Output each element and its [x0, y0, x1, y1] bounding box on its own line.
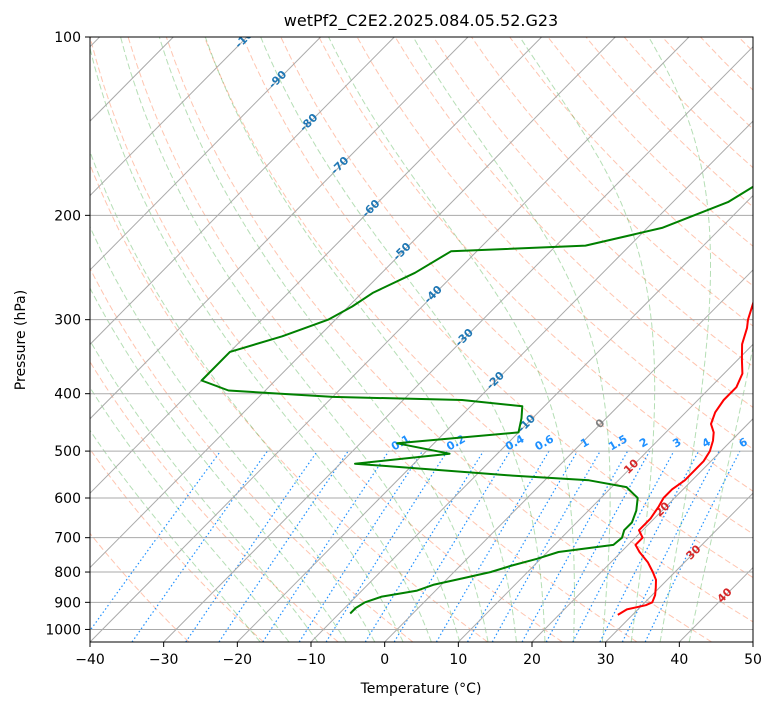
isotherm-line — [90, 37, 248, 197]
x-tick-label: 50 — [744, 652, 762, 668]
dry-adiabat — [90, 360, 339, 642]
y-tick-label: 1000 — [45, 622, 81, 638]
x-tick-label: −10 — [296, 652, 326, 668]
isotherm-line — [605, 492, 753, 642]
axis-layer: −40 −30 −20 −10 0 10 20 30 40 50 100 200 300 400 500 60… — [45, 30, 762, 668]
x-tick-label: −40 — [75, 652, 105, 668]
isotherm-line — [457, 343, 753, 642]
dry-adiabat — [203, 37, 753, 623]
y-tick-label: 600 — [54, 491, 81, 507]
mixing-ratio-line — [393, 450, 511, 642]
dry-adiabat — [90, 448, 264, 642]
dry-adiabat — [471, 37, 753, 327]
mixing-ratio-line — [218, 450, 349, 642]
isotherm-line — [90, 37, 395, 346]
isotherm-line — [90, 37, 542, 494]
y-tick-label: 700 — [54, 531, 81, 547]
isotherm-line — [531, 418, 753, 642]
x-tick-label: 0 — [380, 652, 389, 668]
mixing-ratio-line — [298, 450, 424, 642]
x-tick-label: −20 — [223, 652, 253, 668]
isotherm-line — [90, 37, 690, 642]
y-tick-label: 200 — [54, 208, 81, 224]
moist-adiabat — [90, 150, 404, 642]
moist-adiabat — [90, 429, 261, 642]
mixing-ratio-line — [621, 450, 720, 642]
moist-adiabat — [519, 37, 656, 642]
plot-frame — [89, 36, 754, 643]
moist-adiabat — [688, 344, 753, 642]
moist-adiabat — [90, 287, 347, 642]
y-tick-label: 900 — [54, 595, 81, 611]
x-axis-label: Temperature (°C) — [360, 681, 482, 697]
dry-adiabat — [394, 37, 753, 409]
dry-adiabat — [318, 37, 753, 492]
x-tick-label: 10 — [449, 652, 467, 668]
y-tick-label: 100 — [54, 30, 81, 46]
moist-adiabat — [412, 37, 611, 642]
x-tick-label: 20 — [523, 652, 541, 668]
moist-adiabat — [204, 37, 517, 642]
mixing-ratio-line — [545, 450, 651, 642]
moist-adiabat — [90, 339, 319, 642]
moist-adiabat — [120, 37, 461, 642]
mixing-ratio-line — [90, 450, 221, 632]
grid-layer — [90, 37, 753, 642]
mixing-ratio-line — [644, 450, 741, 642]
moist-adiabat — [648, 37, 711, 642]
dry-adiabat — [90, 532, 190, 642]
y-tick-label: 400 — [54, 387, 81, 403]
isotherm-line — [236, 120, 753, 642]
dewpoint-profile-line — [200, 185, 753, 615]
y-axis-label: Pressure (hPa) — [13, 290, 29, 390]
isotherm-line — [384, 269, 753, 642]
x-tick-label: 40 — [670, 652, 688, 668]
isotherm-line — [163, 46, 753, 642]
series-layer — [200, 185, 753, 616]
moist-adiabat — [90, 46, 432, 642]
mixing-ratio-line — [572, 450, 675, 642]
mixing-ratio-line — [364, 450, 485, 642]
moist-adiabat — [260, 37, 546, 642]
isotherm-line — [310, 194, 753, 642]
moist-adiabat — [328, 37, 575, 642]
moist-adiabat — [158, 37, 489, 642]
moist-adiabat — [90, 386, 290, 642]
dry-adiabat — [509, 37, 753, 287]
dry-adiabat — [356, 37, 753, 450]
dry-adiabat — [127, 37, 638, 642]
mixing-ratio-line — [185, 450, 318, 642]
mixing-ratio-line — [262, 450, 390, 642]
moist-adiabat — [90, 225, 376, 642]
isotherm-line — [90, 37, 616, 569]
x-tick-label: 30 — [597, 652, 615, 668]
isotherm-line — [90, 37, 321, 271]
dry-adiabat — [90, 163, 488, 642]
mixing-ratio-line — [521, 450, 629, 642]
x-tick-label: −30 — [149, 652, 179, 668]
temperature-profile-line — [617, 300, 753, 616]
isotherm-line — [90, 37, 469, 420]
y-tick-label: 300 — [54, 313, 81, 329]
dry-adiabat — [90, 37, 563, 642]
y-tick-label: 500 — [54, 444, 81, 460]
y-tick-label: 800 — [54, 565, 81, 581]
chart-title: wetPf2_C2E2.2025.084.05.52.G23 — [284, 11, 558, 31]
mixing-ratio-line — [325, 450, 448, 642]
